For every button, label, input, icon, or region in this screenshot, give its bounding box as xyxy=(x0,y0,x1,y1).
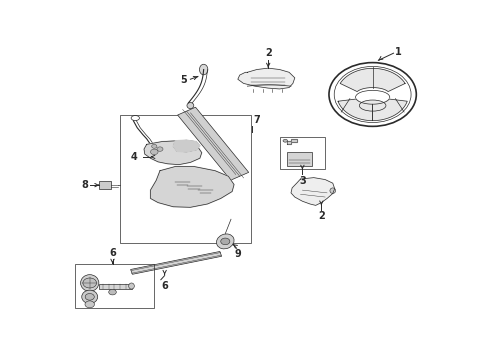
Ellipse shape xyxy=(199,64,208,75)
Ellipse shape xyxy=(330,188,336,193)
Text: 7: 7 xyxy=(253,115,260,125)
Circle shape xyxy=(109,289,116,295)
Ellipse shape xyxy=(359,100,386,111)
Text: 5: 5 xyxy=(180,75,187,85)
Ellipse shape xyxy=(82,290,98,303)
Ellipse shape xyxy=(187,103,194,109)
Polygon shape xyxy=(131,252,221,274)
Bar xyxy=(120,115,251,243)
Bar xyxy=(99,181,111,189)
Text: 3: 3 xyxy=(299,176,306,186)
Ellipse shape xyxy=(129,283,134,289)
Circle shape xyxy=(85,293,94,300)
Polygon shape xyxy=(144,141,202,165)
Ellipse shape xyxy=(81,275,99,291)
Ellipse shape xyxy=(85,301,95,308)
Text: 8: 8 xyxy=(81,180,88,190)
Bar xyxy=(280,138,325,169)
Circle shape xyxy=(150,149,158,155)
Ellipse shape xyxy=(217,234,234,249)
Circle shape xyxy=(83,278,97,288)
Polygon shape xyxy=(340,68,405,91)
Polygon shape xyxy=(150,167,234,207)
Bar xyxy=(99,284,131,288)
Circle shape xyxy=(220,238,230,245)
Polygon shape xyxy=(291,177,335,205)
Polygon shape xyxy=(177,107,249,180)
Circle shape xyxy=(157,147,163,151)
Text: 1: 1 xyxy=(395,47,402,57)
Bar xyxy=(74,264,154,308)
Text: 2: 2 xyxy=(318,211,325,221)
Polygon shape xyxy=(238,68,295,89)
Text: 9: 9 xyxy=(234,249,241,259)
Polygon shape xyxy=(287,139,297,144)
Polygon shape xyxy=(173,140,200,152)
Text: 4: 4 xyxy=(130,152,137,162)
Text: 6: 6 xyxy=(161,281,168,291)
Bar xyxy=(287,152,312,166)
Ellipse shape xyxy=(283,139,288,142)
Text: 6: 6 xyxy=(109,248,116,258)
Text: 2: 2 xyxy=(265,49,271,58)
Polygon shape xyxy=(372,99,407,121)
Circle shape xyxy=(151,144,157,148)
Polygon shape xyxy=(338,99,372,121)
